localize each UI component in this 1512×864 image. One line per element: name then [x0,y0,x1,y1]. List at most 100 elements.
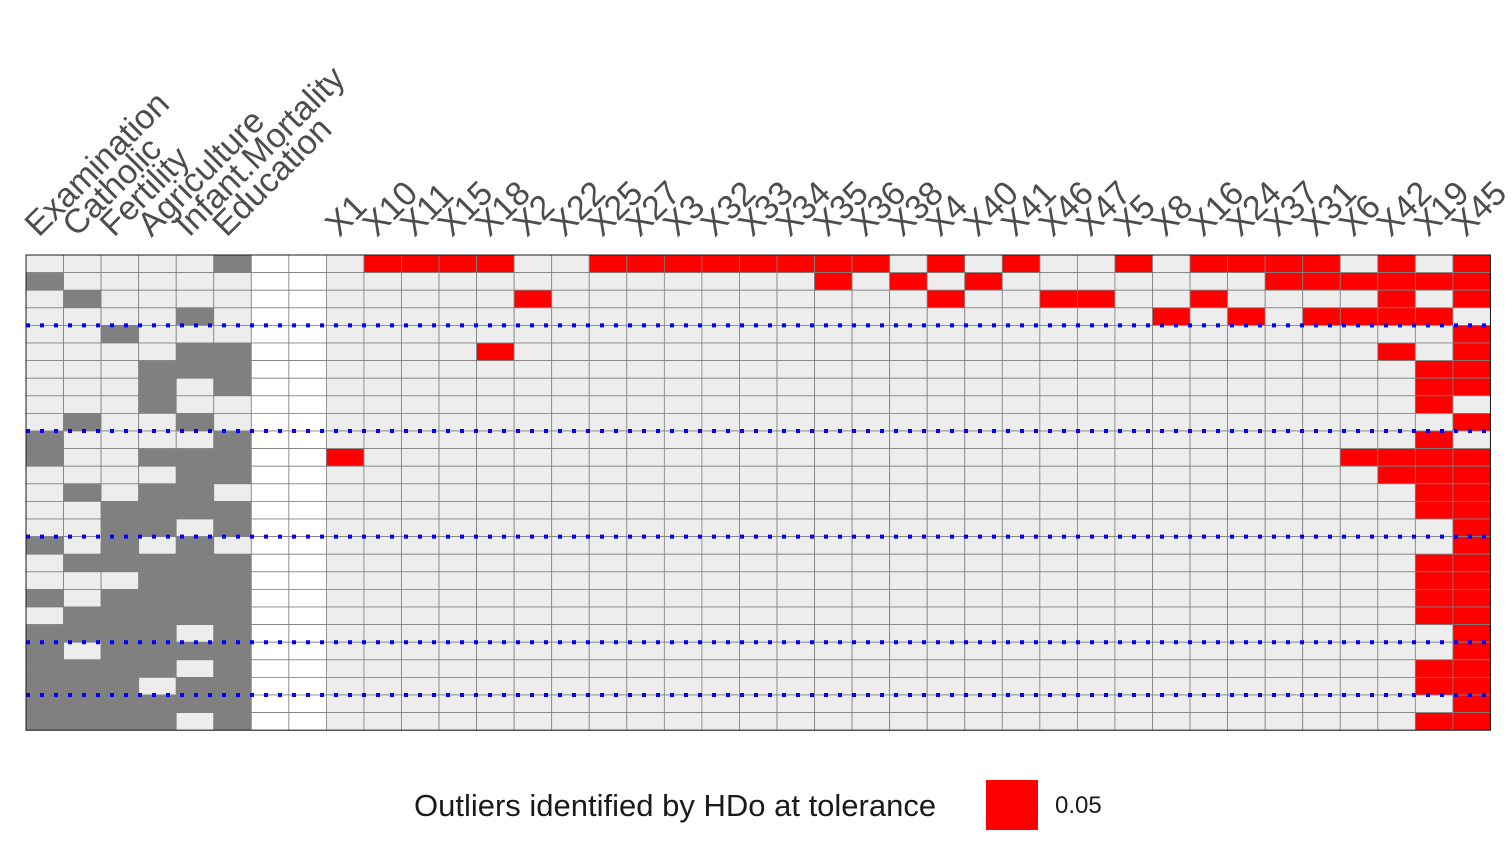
variable-cell [213,254,252,274]
empty-cell [476,483,515,502]
empty-cell [851,500,891,520]
empty-cell [513,483,553,502]
outlier-cell [1414,448,1454,467]
empty-cell [926,412,966,432]
empty-cell [325,377,365,397]
empty-cell [476,324,515,344]
empty-cell [438,483,477,502]
empty-cell [889,624,928,643]
empty-cell [1339,360,1379,379]
variable-cell [100,589,140,608]
outlier-cell [814,254,853,274]
blank-cell [250,500,290,520]
empty-cell [663,412,703,432]
empty-cell [551,694,590,714]
empty-cell [363,641,402,661]
empty-cell [964,659,1003,678]
blank-cell [288,712,327,731]
empty-cell [438,395,477,414]
empty-cell [588,641,628,661]
empty-cell [1077,430,1116,450]
empty-cell [1189,430,1229,450]
empty-cell [513,412,553,432]
empty-cell [401,518,440,538]
variable-cell [175,483,215,502]
empty-cell [588,342,628,362]
variable-cell [138,360,177,379]
empty-cell [964,377,1003,397]
empty-cell [814,536,853,555]
empty-cell [926,624,966,643]
empty-cell [1452,307,1491,326]
empty-cell [363,430,402,450]
empty-cell [776,448,815,467]
empty-cell [438,659,477,678]
empty-cell [739,448,778,467]
empty-cell [663,659,703,678]
empty-cell [851,536,891,555]
empty-cell [513,641,553,661]
blank-cell [288,324,327,344]
empty-cell [1189,324,1229,344]
blank-cell [288,624,327,643]
variable-cell [138,641,177,661]
empty-cell [1077,677,1116,696]
empty-cell [1152,272,1191,291]
variable-cell [100,324,140,344]
empty-cell [776,712,815,731]
empty-cell [739,465,778,485]
empty-cell [1077,553,1116,573]
variable-cell [25,677,64,696]
variable-cell [138,324,177,344]
outlier-cell [1414,430,1454,450]
empty-cell [1339,518,1379,538]
empty-cell [1227,712,1266,731]
empty-cell [739,324,778,344]
empty-cell [1001,694,1041,714]
outlier-cell [1414,360,1454,379]
empty-cell [1152,289,1191,309]
empty-cell [1302,694,1341,714]
empty-cell [325,289,365,309]
empty-cell [1302,659,1341,678]
empty-cell [776,641,815,661]
blank-cell [288,430,327,450]
empty-cell [363,553,402,573]
empty-cell [1264,624,1304,643]
empty-cell [1377,395,1416,414]
empty-cell [776,307,815,326]
empty-cell [663,377,703,397]
empty-cell [889,712,928,731]
empty-cell [1114,377,1153,397]
empty-cell [1039,307,1078,326]
blank-cell [250,289,290,309]
empty-cell [1264,571,1304,590]
variable-cell [175,536,215,555]
empty-cell [401,324,440,344]
empty-cell [926,483,966,502]
empty-cell [1264,659,1304,678]
empty-cell [1339,500,1379,520]
empty-cell [776,536,815,555]
variable-cell [63,412,102,432]
empty-cell [438,377,477,397]
empty-cell [663,483,703,502]
empty-cell [626,412,665,432]
empty-cell [438,465,477,485]
variable-cell [175,324,215,344]
empty-cell [1227,606,1266,626]
empty-cell [401,448,440,467]
variable-cell [63,606,102,626]
blank-cell [250,536,290,555]
empty-cell [964,694,1003,714]
empty-cell [701,641,740,661]
empty-cell [739,360,778,379]
empty-cell [1114,465,1153,485]
variable-cell [100,289,140,309]
empty-cell [1339,377,1379,397]
empty-cell [1001,307,1041,326]
empty-cell [1339,606,1379,626]
variable-cell [63,289,102,309]
blank-cell [250,518,290,538]
empty-cell [588,553,628,573]
